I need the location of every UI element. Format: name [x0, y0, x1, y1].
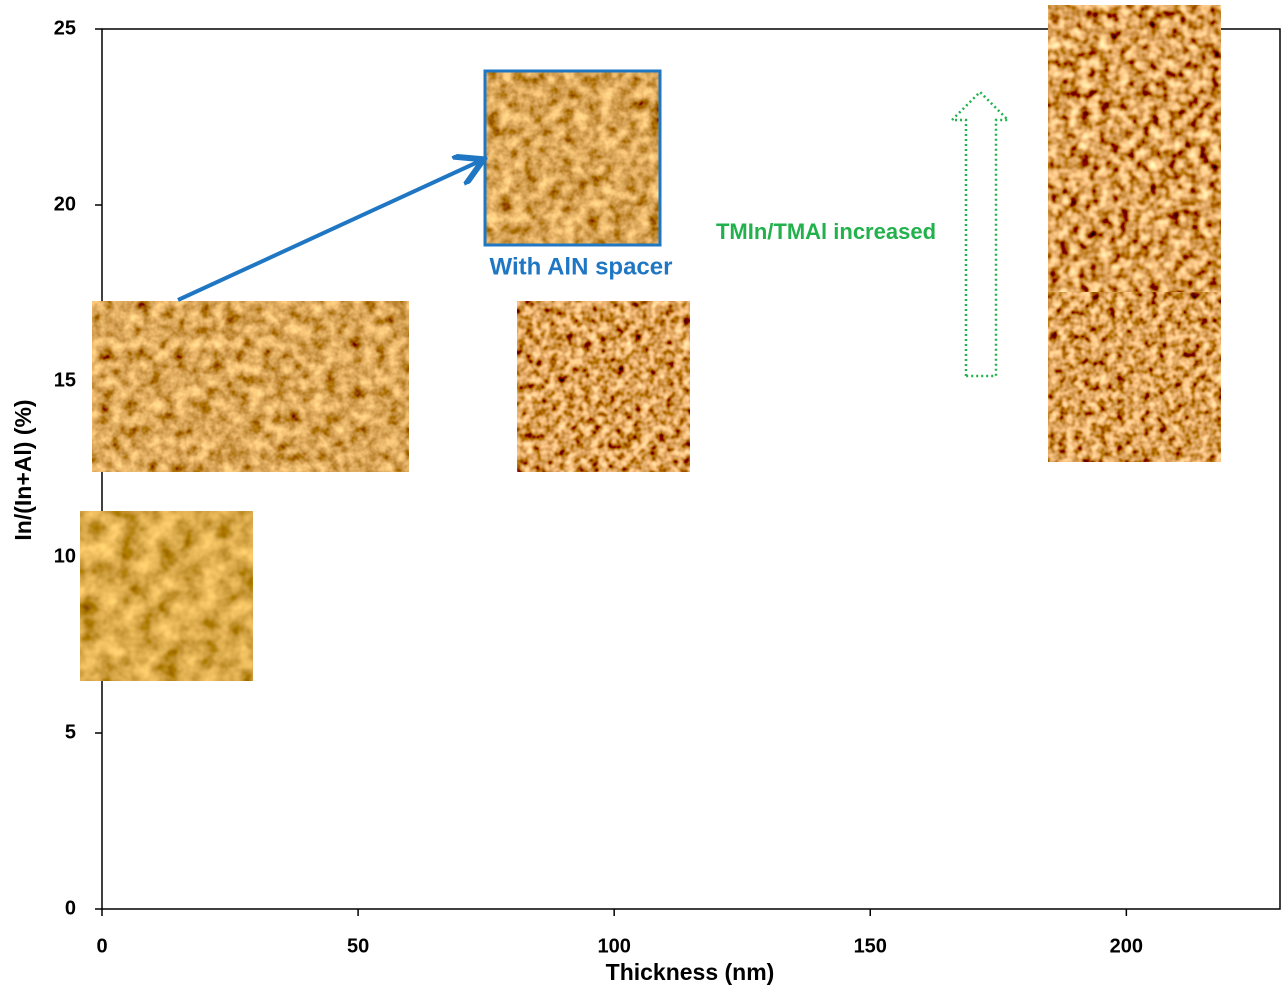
arrow — [177, 161, 480, 302]
x-axis-label: Thickness (nm) — [606, 959, 775, 985]
y-tick-label: 15 — [54, 369, 76, 391]
axes: 0 50 100 150 200 0 5 10 15 20 25 — [54, 17, 1281, 957]
x-tick-label: 100 — [597, 935, 630, 957]
afm-image — [92, 301, 262, 472]
dotted-arrow — [948, 90, 1012, 378]
y-axis-label: In/(In+Al) (%) — [10, 399, 36, 540]
y-tick-label: 0 — [65, 897, 76, 919]
x-tick-label: 200 — [1110, 935, 1143, 957]
annotation: With AlN spacer — [490, 253, 673, 280]
x-tick-label: 50 — [347, 935, 369, 957]
x-tick-label: 0 — [96, 935, 107, 957]
afm-image — [80, 511, 253, 681]
afm-image — [517, 301, 690, 472]
y-tick-label: 20 — [54, 193, 76, 215]
afm-image — [1048, 292, 1221, 462]
y-tick-label: 5 — [65, 721, 76, 743]
annotation: TMIn/TMAl increased — [716, 219, 936, 244]
x-tick-label: 150 — [854, 935, 887, 957]
afm-image — [483, 69, 662, 247]
y-tick-label: 10 — [54, 545, 76, 567]
afm-image — [1048, 5, 1221, 155]
y-tick-label: 25 — [54, 17, 76, 39]
afm-image — [1048, 155, 1221, 292]
afm-images — [80, 5, 1221, 681]
afm-image — [262, 301, 409, 472]
